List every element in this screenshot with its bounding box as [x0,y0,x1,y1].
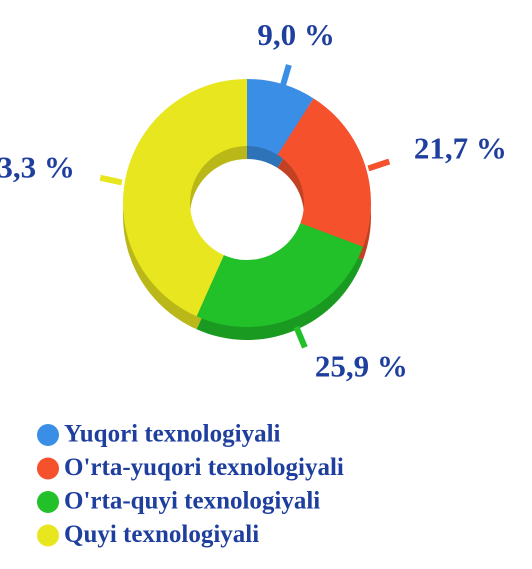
value-label: 25,9 % [315,348,408,383]
slice [123,79,247,317]
legend-label: O'rta-yuqori texnologiyali [64,454,344,481]
legend-label: O'rta-quyi texnologiyali [64,488,320,515]
slice [277,98,371,247]
value-label: 9,0 % [257,17,335,52]
legend-marker [37,457,59,480]
value-label: 21,7 % [414,130,507,165]
leader-line [279,64,292,87]
legend-marker [37,524,59,547]
value-label: 43,3 % [0,150,75,185]
slice [196,223,364,327]
leader-line [293,325,308,349]
legend-label: Yuqori texnologiyali [64,421,281,448]
leader-line [367,158,391,172]
legend-label: Quyi texnologiyali [64,521,259,548]
legend-marker [37,424,59,446]
legend-marker [37,491,59,513]
leader-line [99,174,123,186]
slice [247,79,314,155]
